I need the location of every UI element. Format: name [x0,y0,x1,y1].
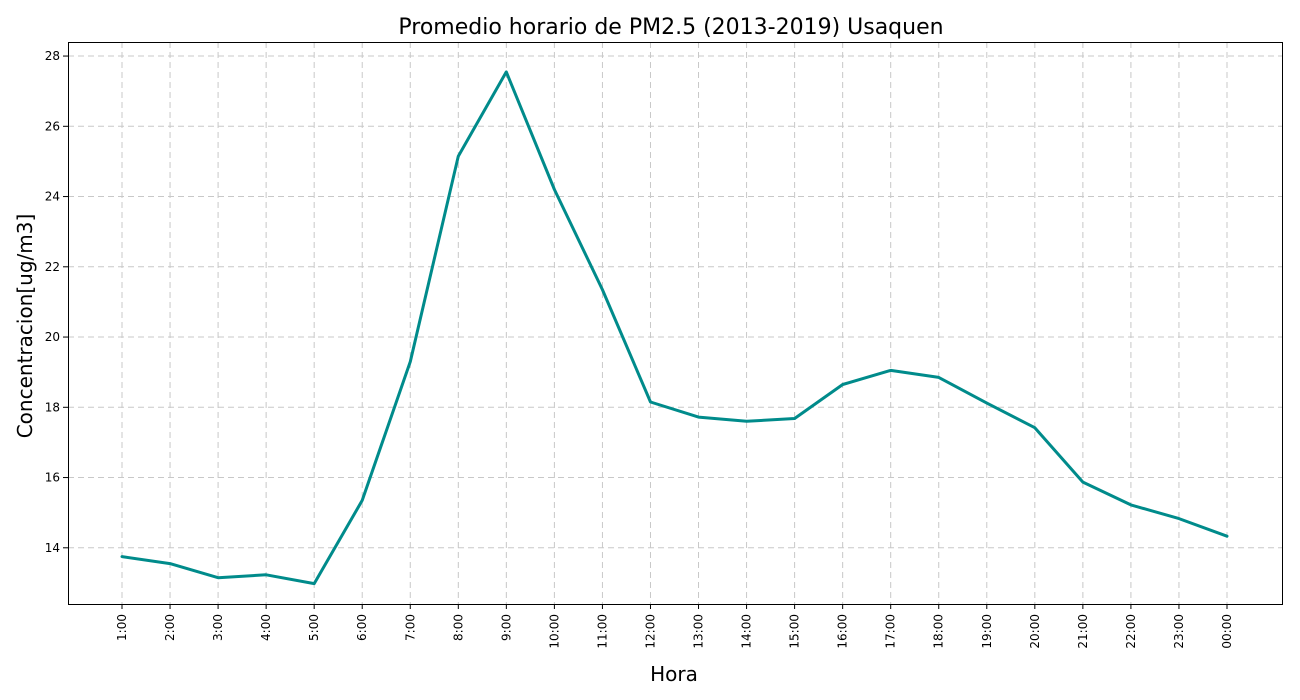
x-tick-label: 19:00 [980,614,994,649]
y-axis-title: Concentracion[ug/m3] [13,214,37,439]
y-tick-label: 20 [45,330,60,344]
x-tick-label: 10:00 [547,614,561,649]
x-tick-label: 12:00 [643,614,657,649]
chart-title: Promedio horario de PM2.5 (2013-2019) Us… [398,15,943,40]
x-tick-label: 22:00 [1124,614,1138,649]
y-tick-label: 22 [45,260,60,274]
x-tick-label: 2:00 [163,614,177,641]
y-tick-label: 28 [45,49,60,63]
x-tick-label: 17:00 [884,614,898,649]
x-tick-label: 16:00 [836,614,850,649]
y-tick-label: 16 [45,471,60,485]
x-tick-label: 5:00 [307,614,321,641]
y-tick-label: 14 [45,541,60,555]
x-tick-label: 11:00 [595,614,609,649]
x-tick-label: 3:00 [211,614,225,641]
x-tick-label: 8:00 [451,614,465,641]
y-axis: 14 16 18 20 22 24 26 28 [45,49,68,555]
x-tick-label: 21:00 [1076,614,1090,649]
y-tick-label: 18 [45,400,60,414]
x-tick-label: 7:00 [403,614,417,641]
plot-frame [68,42,1283,605]
x-axis-title: Hora [650,662,698,686]
x-tick-label: 20:00 [1028,614,1042,649]
x-tick-label: 6:00 [355,614,369,641]
grid-lines [68,42,1282,604]
x-tick-label: 15:00 [788,614,802,649]
x-tick-label: 9:00 [499,614,513,641]
x-axis: 1:00 2:00 3:00 4:00 5:00 6:00 7:00 8:00 9:00 10:0… [115,604,1234,649]
x-tick-label: 1:00 [115,614,129,641]
y-tick-label: 24 [45,190,60,204]
x-tick-label: 13:00 [692,614,706,649]
series-lines [120,70,1229,586]
x-tick-label: 18:00 [932,614,946,649]
series-line [120,70,1229,586]
y-tick-label: 26 [45,119,60,133]
x-tick-label: 23:00 [1172,614,1186,649]
x-tick-label: 14:00 [740,614,754,649]
x-tick-label: 4:00 [259,614,273,641]
x-tick-label: 00:00 [1220,614,1234,649]
